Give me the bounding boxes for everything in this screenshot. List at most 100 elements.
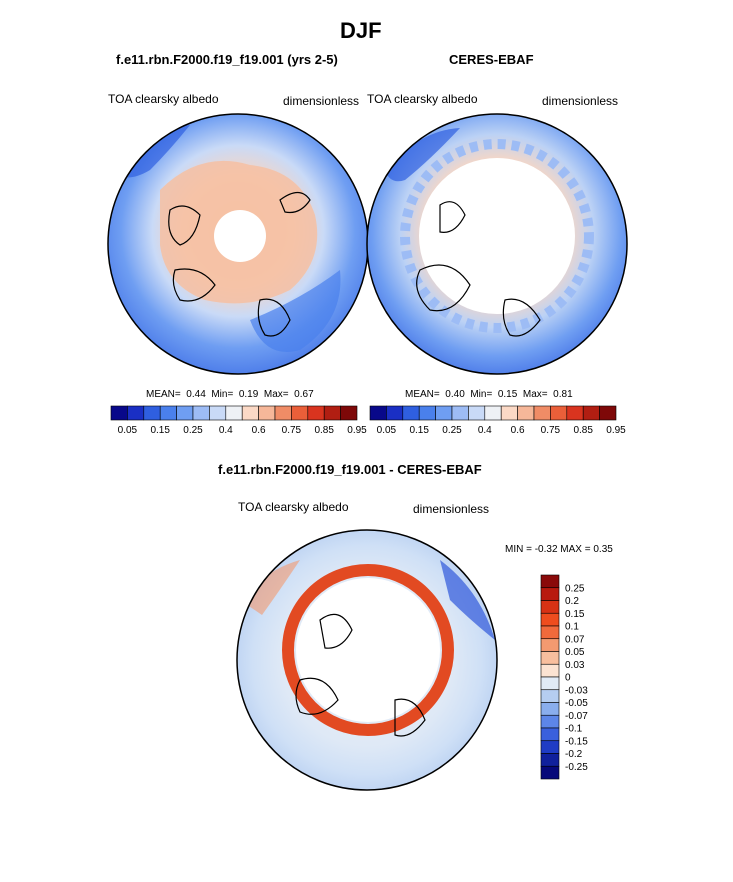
map-diff-border <box>236 529 498 791</box>
map-diff-negative-east <box>440 560 495 640</box>
diff-minmax: MIN = -0.32 MAX = 0.35 <box>505 544 613 555</box>
panel2-title: CERES-EBAF <box>449 52 534 67</box>
colorbar-swatch <box>435 405 453 421</box>
panel1-variable-label: TOA clearsky albedo <box>108 92 219 106</box>
colorbar-tick-label: 0.4 <box>478 425 492 436</box>
colorbar-tick-label: 0.95 <box>606 425 626 436</box>
colorbar-swatch <box>582 405 600 421</box>
colorbar-swatch <box>110 405 128 421</box>
colorbar-swatch <box>143 405 161 421</box>
colorbar-swatch <box>402 405 420 421</box>
colorbar-tick-label: -0.07 <box>565 711 588 722</box>
map-ceres-coastlines <box>416 201 541 337</box>
colorbar-swatch <box>192 405 210 421</box>
colorbar-swatch <box>176 405 194 421</box>
map-diff-positive-west <box>240 560 300 615</box>
colorbar-tick-label: 0.05 <box>565 647 585 658</box>
colorbar-swatch <box>468 405 486 421</box>
diff-title: f.e11.rbn.F2000.f19_f19.001 - CERES-EBAF <box>218 462 482 477</box>
panel2-variable-label: TOA clearsky albedo <box>367 92 478 106</box>
colorbar-swatch <box>369 405 387 421</box>
colorbar-swatch <box>307 405 325 421</box>
colorbar-tick-label: -0.2 <box>565 749 583 760</box>
colorbar-tick-label: 0.85 <box>573 425 593 436</box>
colorbar-swatch <box>533 405 551 421</box>
colorbar-swatch <box>540 702 560 716</box>
colorbar-swatch <box>323 405 341 421</box>
colorbar-ceres: 0.05 0.15 0.25 0.4 0.6 0.75 0.85 0.95 <box>369 405 626 436</box>
colorbar-swatch <box>540 612 560 627</box>
map-model <box>108 114 368 374</box>
colorbar-tick-label: 0.25 <box>565 583 585 594</box>
colorbar-tick-label: 0.6 <box>252 425 266 436</box>
colorbar-tick-label: 0.75 <box>541 425 561 436</box>
colorbar-swatch <box>340 405 358 421</box>
colorbar-tick-label: -0.03 <box>565 685 588 696</box>
colorbar-tick-label: 0.95 <box>347 425 367 436</box>
colorbar-swatch <box>209 405 227 421</box>
colorbar-tick-label: 0.05 <box>377 425 397 436</box>
colorbar-tick-label: 0.25 <box>442 425 462 436</box>
colorbar-swatch <box>500 405 518 421</box>
map-model-coastlines <box>168 191 311 337</box>
colorbar-tick-label: 0.15 <box>409 425 429 436</box>
colorbar-swatch <box>540 689 560 703</box>
colorbar-tick-label: 0.15 <box>150 425 170 436</box>
colorbar-swatch <box>540 727 560 742</box>
panel2-stats: MEAN= 0.40 Min= 0.15 Max= 0.81 <box>405 389 573 400</box>
panel1-units-label: dimensionless <box>283 94 360 108</box>
colorbar-swatch <box>540 663 560 678</box>
page-title: DJF <box>340 18 382 43</box>
colorbar-swatch <box>225 405 243 421</box>
colorbar-swatch <box>540 740 560 754</box>
colorbar-swatch <box>418 405 436 421</box>
colorbar-model: 0.05 0.15 0.25 0.4 0.6 0.75 0.85 0.95 <box>110 405 367 436</box>
panel1-title: f.e11.rbn.F2000.f19_f19.001 (yrs 2-5) <box>116 52 338 67</box>
colorbar-swatch <box>540 587 560 601</box>
map-ceres-border <box>366 113 628 375</box>
colorbar-swatch <box>540 714 560 729</box>
colorbar-tick-label: 0.6 <box>511 425 525 436</box>
colorbar-swatch <box>274 405 292 421</box>
colorbar-tick-label: 0.2 <box>565 596 579 607</box>
colorbar-tick-label: 0.4 <box>219 425 233 436</box>
colorbar-tick-label: -0.25 <box>565 762 588 773</box>
colorbar-tick-label: 0.85 <box>314 425 334 436</box>
map-diff-coastlines <box>295 613 426 737</box>
colorbar-swatch <box>550 405 568 421</box>
map-diff-ring <box>282 564 454 736</box>
map-model-polar-hole <box>214 210 266 262</box>
colorbar-swatch <box>241 405 259 421</box>
colorbar-swatch <box>127 405 145 421</box>
diff-variable-label: TOA clearsky albedo <box>238 500 349 514</box>
colorbar-swatch <box>540 765 560 780</box>
map-diff <box>237 530 497 790</box>
colorbar-swatch <box>566 405 584 421</box>
colorbar-tick-label: 0.1 <box>565 622 579 633</box>
colorbar-tick-label: -0.05 <box>565 698 588 709</box>
colorbar-tick-label: 0.25 <box>183 425 203 436</box>
colorbar-swatch <box>484 405 502 421</box>
map-ceres-polar-hole <box>419 158 575 314</box>
colorbar-swatch <box>386 405 404 421</box>
colorbar-swatch <box>517 405 535 421</box>
map-diff-polar-hole <box>296 578 440 722</box>
colorbar-tick-label: 0.75 <box>282 425 302 436</box>
colorbar-swatch <box>159 405 177 421</box>
map-model-cold-atlantic <box>250 270 341 352</box>
colorbar-tick-label: -0.1 <box>565 724 583 735</box>
colorbar-swatch <box>540 574 560 589</box>
colorbar-swatch <box>291 405 309 421</box>
colorbar-tick-label: 0.07 <box>565 634 585 645</box>
panel2-units-label: dimensionless <box>542 94 619 108</box>
colorbar-swatch <box>540 625 560 640</box>
map-ceres <box>367 114 627 374</box>
colorbar-tick-label: 0.15 <box>565 609 585 620</box>
colorbar-swatch <box>540 753 560 767</box>
colorbar-swatch <box>540 651 560 665</box>
colorbar-tick-label: 0.03 <box>565 660 585 671</box>
map-ceres-ring <box>400 139 594 333</box>
colorbar-swatch <box>258 405 276 421</box>
colorbar-swatch <box>540 676 560 691</box>
colorbar-tick-label: 0.05 <box>118 425 138 436</box>
